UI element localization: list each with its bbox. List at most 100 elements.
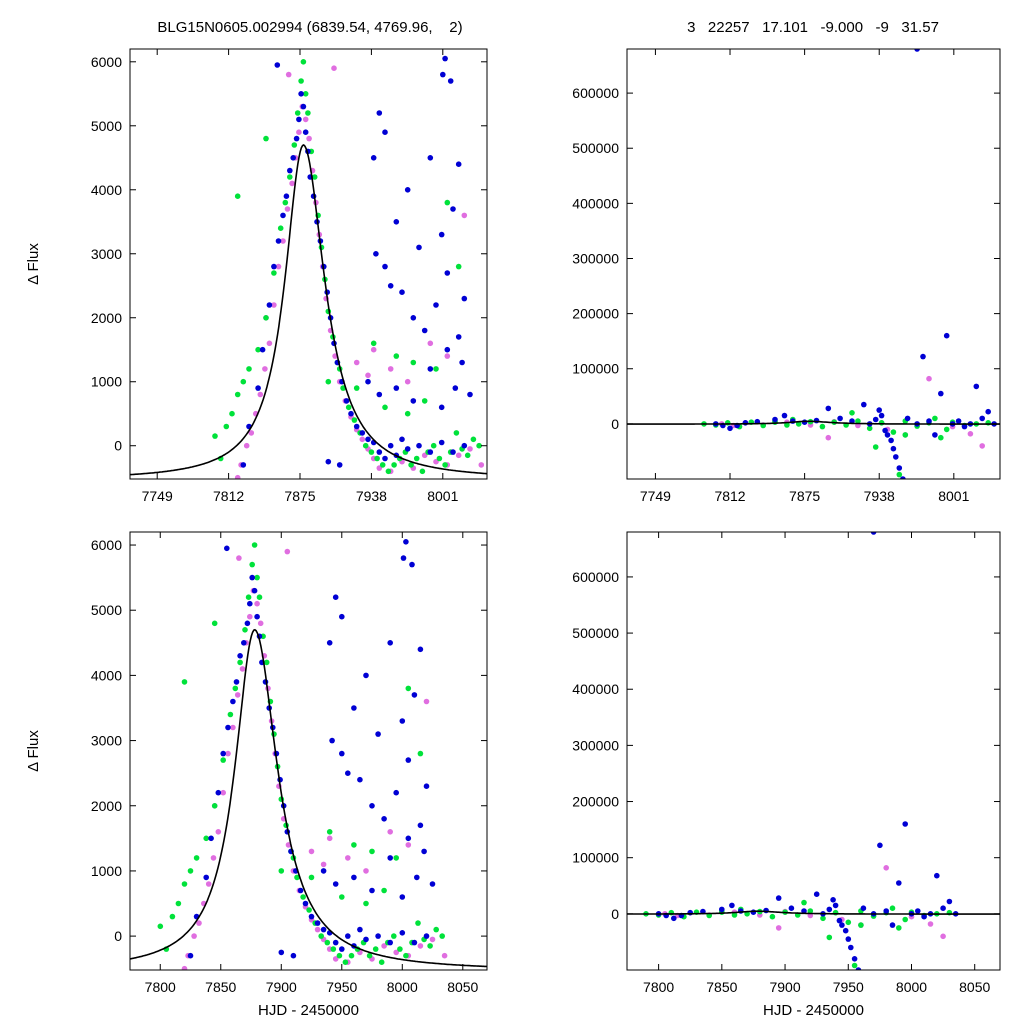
data-point-series-c [230, 724, 236, 731]
data-point-series-a [438, 404, 445, 411]
data-point-series-a [444, 346, 451, 353]
data-point-series-a [404, 187, 411, 193]
y-tick-label: 300000 [572, 737, 619, 753]
x-tick-label: 7850 [205, 979, 236, 995]
y-tick-label: 400000 [572, 195, 619, 211]
x-tick-label: 7938 [356, 488, 387, 504]
data-point-series-a [727, 425, 733, 432]
x-axis-label: HJD - 2450000 [258, 1002, 359, 1019]
data-point-series-b [784, 422, 790, 428]
y-tick-label: 1000 [91, 863, 122, 879]
data-point-series-c [234, 474, 241, 479]
x-tick-label: 7900 [266, 979, 297, 995]
data-point-series-a [345, 770, 351, 776]
data-point-series-a [414, 874, 420, 881]
data-point-series-a [423, 933, 430, 939]
data-point-series-c [205, 881, 212, 887]
data-point-series-c [405, 842, 412, 848]
data-point-series-a [275, 238, 282, 244]
data-point-series-b [410, 359, 417, 366]
data-point-series-b [731, 912, 738, 918]
data-point-series-a [399, 894, 406, 900]
data-point-series-a [241, 640, 247, 646]
data-point-series-a [459, 359, 465, 366]
y-tick-label: 3000 [91, 246, 122, 262]
data-point-series-a [883, 908, 889, 914]
data-point-series-a [308, 913, 315, 920]
data-point-series-b [938, 434, 944, 441]
data-point-series-b [254, 574, 260, 581]
data-point-series-b [271, 270, 277, 276]
data-point-series-a [393, 385, 400, 391]
data-point-series-b [345, 404, 352, 411]
data-point-series-a [851, 956, 858, 962]
data-point-series-a [203, 874, 209, 881]
data-point-series-a [932, 432, 938, 438]
data-point-series-b [240, 378, 247, 385]
data-point-series-c [940, 933, 946, 940]
plot-frame [129, 531, 488, 971]
data-point-series-a [373, 251, 379, 257]
data-point-series-b [855, 418, 861, 424]
plot-area [130, 55, 487, 479]
data-point-series-a [365, 436, 371, 443]
data-point-series-a [387, 442, 394, 449]
data-point-series-a [387, 939, 394, 946]
data-point-series-b [385, 468, 392, 475]
data-point-series-a [825, 405, 832, 412]
data-point-series-b [769, 913, 776, 920]
plot-area [130, 539, 487, 970]
data-point-series-c [967, 431, 974, 437]
data-point-series-b [234, 391, 241, 398]
data-point-series-b [820, 915, 826, 922]
data-point-series-b [403, 952, 409, 959]
data-point-series-a [411, 939, 418, 946]
data-point-series-c [306, 135, 312, 142]
data-point-series-a [298, 91, 304, 97]
data-point-series-b [878, 420, 885, 426]
data-point-series-b [223, 423, 230, 430]
y-tick-label: 5000 [91, 118, 122, 134]
data-point-series-c [404, 378, 411, 385]
data-point-series-a [254, 613, 260, 620]
data-point-series-c [271, 302, 277, 308]
data-point-series-a [893, 454, 899, 460]
x-tick-label: 7749 [142, 488, 173, 504]
data-point-series-b [872, 444, 879, 450]
data-point-series-a [399, 718, 406, 724]
data-point-series-a [801, 908, 807, 914]
data-point-series-c [284, 548, 291, 555]
y-tick-label: 100000 [572, 850, 619, 866]
data-point-series-a [433, 302, 439, 308]
data-point-series-a [438, 231, 445, 238]
y-tick-label: 500000 [572, 625, 619, 641]
chart-bottom-left: 7800 7850 7900 7950 8000 8050 0 1000 2000 3000 400… [25, 531, 488, 1019]
data-point-series-b [370, 340, 377, 347]
data-point-series-a [290, 952, 297, 959]
data-point-series-a [421, 327, 428, 334]
x-tick-label: 8000 [387, 979, 418, 995]
data-point-series-b [287, 174, 293, 180]
data-point-series-b [943, 426, 950, 433]
x-tick-label: 7749 [640, 488, 671, 504]
data-point-series-b [325, 378, 332, 385]
data-point-series-a [208, 835, 214, 842]
data-point-series-a [870, 532, 877, 535]
y-tick-label: 2000 [91, 798, 122, 814]
data-point-series-b [902, 916, 908, 923]
data-point-series-c [467, 446, 473, 452]
data-point-series-a [339, 613, 345, 620]
data-point-series-a [872, 416, 879, 423]
data-point-series-a [240, 462, 247, 468]
data-point-series-b [442, 462, 448, 468]
data-point-series-a [351, 705, 357, 711]
data-point-series-b [896, 925, 902, 931]
data-point-series-a [225, 724, 231, 731]
data-point-series-b [408, 462, 414, 468]
data-point-series-a [427, 449, 434, 455]
data-point-series-a [444, 270, 451, 276]
data-point-series-b [417, 750, 424, 757]
y-tick-label: 200000 [572, 794, 619, 810]
data-point-series-a [266, 302, 273, 308]
data-point-series-c [775, 925, 782, 931]
